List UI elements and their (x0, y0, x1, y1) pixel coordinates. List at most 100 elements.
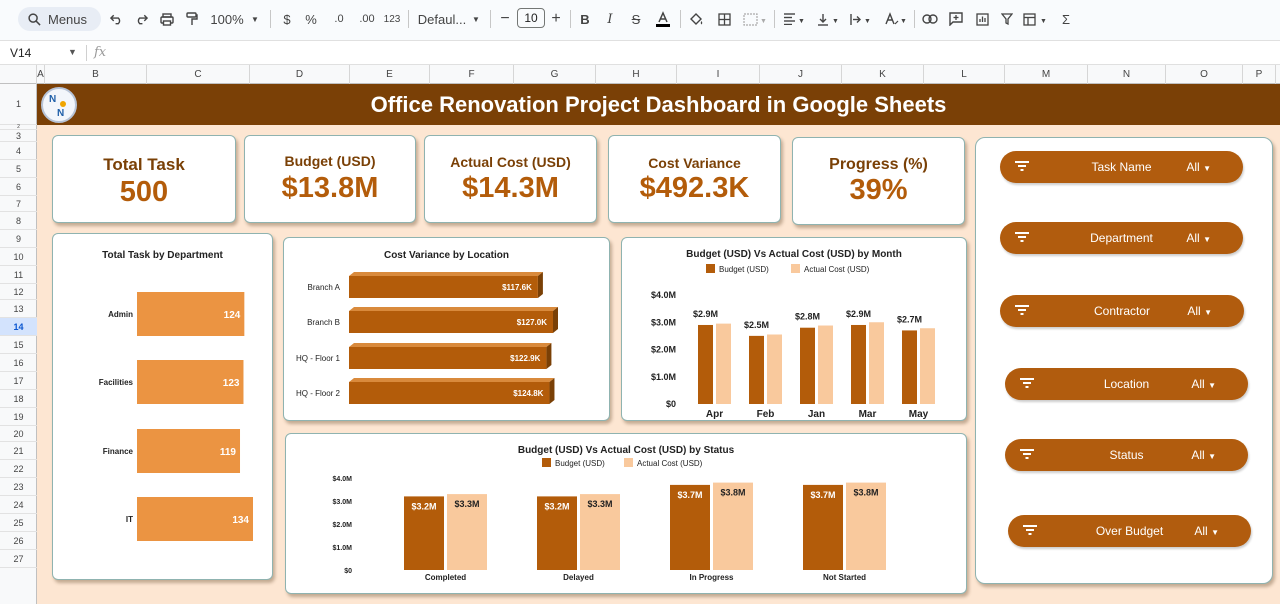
filter-value[interactable]: All ▼ (1191, 448, 1216, 462)
filter-value[interactable]: All ▼ (1186, 160, 1211, 174)
decrease-font-size-icon[interactable]: − (500, 10, 510, 27)
filter-value[interactable]: All ▼ (1194, 524, 1219, 538)
row-header-11[interactable]: 11 (0, 266, 37, 284)
column-header-j[interactable]: J (760, 65, 842, 84)
filter-over-budget[interactable]: Over Budget All ▼ (1008, 515, 1251, 547)
decrease-decimals-label: .0 (334, 13, 344, 25)
row-header-20[interactable]: 20 (0, 426, 37, 442)
menus-search[interactable]: Menus (18, 7, 101, 31)
column-header-c[interactable]: C (147, 65, 250, 84)
strikethrough-icon[interactable]: S (631, 11, 641, 27)
row-header-2[interactable]: 2 (0, 124, 37, 130)
category-label: In Progress (689, 573, 734, 582)
row-header-12[interactable]: 12 (0, 284, 37, 300)
filter-value[interactable]: All ▼ (1191, 377, 1216, 391)
filter-value[interactable]: All ▼ (1187, 304, 1212, 318)
redo-icon[interactable] (133, 9, 149, 29)
row-header-8[interactable]: 8 (0, 212, 37, 230)
undo-icon[interactable] (108, 9, 124, 29)
row-header-23[interactable]: 23 (0, 478, 37, 496)
filter-icon[interactable] (1000, 9, 1014, 29)
chevron-down-icon: ▼ (1203, 164, 1211, 173)
column-header-b[interactable]: B (45, 65, 147, 84)
functions-icon[interactable]: Σ (1061, 11, 1071, 27)
horizontal-align-icon[interactable]: ▼ (782, 9, 806, 29)
merge-cells-icon[interactable]: ▼ (742, 9, 768, 29)
row-header-18[interactable]: 18 (0, 390, 37, 408)
filter-views-icon[interactable]: ▼ (1022, 9, 1052, 29)
row-header-25[interactable]: 25 (0, 514, 37, 532)
zoom-dropdown-icon[interactable]: ▼ (251, 14, 259, 24)
column-header-o[interactable]: O (1166, 65, 1243, 84)
column-header-d[interactable]: D (250, 65, 350, 84)
select-all-corner[interactable] (0, 65, 37, 84)
insert-link-icon[interactable] (921, 9, 939, 29)
column-header-g[interactable]: G (514, 65, 596, 84)
vertical-align-icon[interactable]: ▼ (816, 9, 840, 29)
font-select[interactable]: Defaul... (417, 11, 467, 27)
row-header-19[interactable]: 19 (0, 408, 37, 426)
row-header-13[interactable]: 13 (0, 300, 37, 318)
filter-status[interactable]: Status All ▼ (1005, 439, 1248, 471)
kpi-label: Actual Cost (USD) (450, 154, 571, 170)
row-header-27[interactable]: 27 (0, 550, 37, 568)
italic-icon[interactable]: I (607, 11, 613, 27)
name-box[interactable]: V14 (10, 46, 32, 60)
insert-chart-icon[interactable] (974, 9, 990, 29)
currency-button[interactable]: $ (283, 11, 291, 27)
column-header-i[interactable]: I (677, 65, 760, 84)
row-header-21[interactable]: 21 (0, 442, 37, 460)
paint-format-icon[interactable] (184, 9, 200, 29)
zoom-value[interactable]: 100% (210, 11, 244, 27)
row-header-16[interactable]: 16 (0, 354, 37, 372)
column-header-k[interactable]: K (842, 65, 924, 84)
increase-font-size-icon[interactable]: + (551, 10, 561, 27)
row-header-7[interactable]: 7 (0, 196, 37, 212)
filter-icon (1020, 449, 1034, 459)
insert-comment-icon[interactable] (948, 9, 964, 29)
row-header-17[interactable]: 17 (0, 372, 37, 390)
text-color-icon[interactable] (654, 9, 672, 29)
column-header-a[interactable]: A (37, 65, 45, 84)
row-header-3[interactable]: 3 (0, 130, 37, 142)
row-header-9[interactable]: 9 (0, 230, 37, 248)
kpi-label: Budget (USD) (284, 153, 376, 169)
row-header-22[interactable]: 22 (0, 460, 37, 478)
chevron-down-icon: ▼ (1208, 452, 1216, 461)
filter-department[interactable]: Department All ▼ (1000, 222, 1243, 254)
percent-button[interactable]: % (305, 11, 317, 27)
print-icon[interactable] (158, 9, 176, 29)
filter-location[interactable]: Location All ▼ (1005, 368, 1248, 400)
fill-color-icon[interactable] (688, 9, 704, 29)
number-format-button[interactable]: 123 (383, 13, 401, 25)
row-header-5[interactable]: 5 (0, 160, 37, 178)
row-header-4[interactable]: 4 (0, 142, 37, 160)
column-header-f[interactable]: F (430, 65, 514, 84)
filter-value[interactable]: All ▼ (1186, 231, 1211, 245)
column-header-l[interactable]: L (924, 65, 1005, 84)
row-header-1[interactable]: 1 (0, 84, 37, 125)
borders-icon[interactable] (716, 9, 732, 29)
column-header-m[interactable]: M (1005, 65, 1088, 84)
text-rotation-icon[interactable]: ▼ (883, 9, 909, 29)
row-header-14[interactable]: 14 (0, 318, 37, 336)
name-box-dropdown-icon[interactable]: ▼ (68, 47, 77, 57)
column-header-n[interactable]: N (1088, 65, 1166, 84)
toolbar-divider (774, 10, 775, 28)
font-size-input[interactable]: 10 (517, 8, 545, 28)
row-header-10[interactable]: 10 (0, 248, 37, 266)
column-header-h[interactable]: H (596, 65, 677, 84)
column-header-e[interactable]: E (350, 65, 430, 84)
row-header-6[interactable]: 6 (0, 178, 37, 196)
increase-decimals-button[interactable]: .00 (354, 9, 380, 29)
row-header-26[interactable]: 26 (0, 532, 37, 550)
decrease-decimals-button[interactable]: .0 (328, 9, 350, 29)
font-dropdown-icon[interactable]: ▼ (472, 14, 480, 24)
filter-task-name[interactable]: Task Name All ▼ (1000, 151, 1243, 183)
text-wrapping-icon[interactable]: ▼ (849, 9, 873, 29)
bold-icon[interactable]: B (580, 11, 590, 27)
filter-contractor[interactable]: Contractor All ▼ (1000, 295, 1244, 327)
column-header-p[interactable]: P (1243, 65, 1276, 84)
row-header-15[interactable]: 15 (0, 336, 37, 354)
row-header-24[interactable]: 24 (0, 496, 37, 514)
